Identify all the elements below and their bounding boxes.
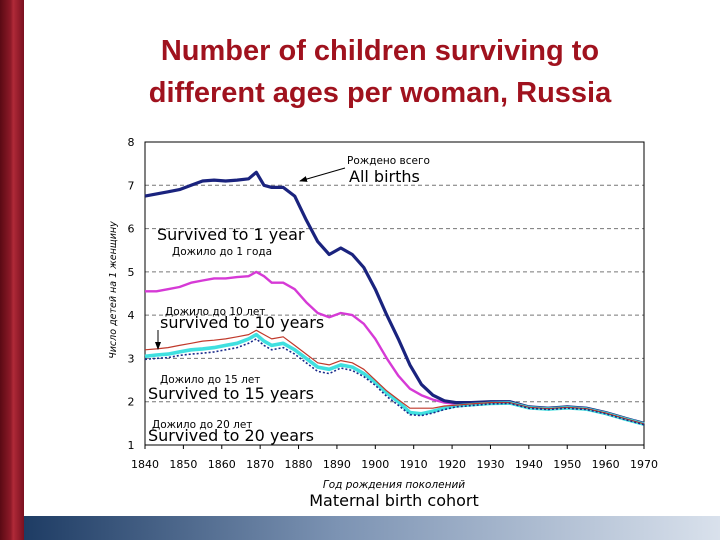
y-tick-label: 2: [128, 396, 135, 409]
series-survived-20-line: [144, 338, 645, 426]
x-tick-label: 1950: [553, 458, 581, 471]
annotation-survived-1-en: Survived to 1 year: [157, 225, 305, 244]
x-tick-label: 1870: [246, 458, 274, 471]
x-tick-label: 1910: [400, 458, 428, 471]
annotation-survived-10-ru: Дожило до 10 лет: [165, 306, 265, 318]
slide-title-line-1: Number of children surviving to: [160, 35, 600, 67]
x-tick-label: 1840: [131, 458, 159, 471]
x-axis-label-en: Maternal birth cohort: [309, 491, 479, 510]
x-tick-label: 1890: [323, 458, 351, 471]
x-tick-label: 1900: [361, 458, 389, 471]
y-tick-label: 3: [128, 352, 135, 365]
y-tick-label: 8: [128, 136, 135, 149]
x-axis-label-ru: Год рождения поколений: [323, 479, 465, 491]
x-tick-label: 1930: [476, 458, 504, 471]
annotation-all-births-en: All births: [349, 167, 420, 186]
grid: [145, 184, 644, 403]
y-tick-label: 7: [128, 179, 135, 192]
annotation-all-births-ru: Рождено всего: [347, 155, 430, 167]
annotation-survived-1-ru: Дожило до 1 года: [172, 246, 272, 258]
slide-title-line-2: different ages per woman, Russia: [148, 77, 612, 109]
bottom-decorative-bar: [24, 516, 720, 540]
x-tick-label: 1860: [208, 458, 236, 471]
x-tick-label: 1850: [169, 458, 197, 471]
x-tick-label: 1920: [438, 458, 466, 471]
x-tick-label: 1880: [285, 458, 313, 471]
annotation-survived-20-ru: Дожило до 20 лет: [152, 419, 252, 431]
series: [144, 170, 645, 426]
annotation-survived-15-en: Survived to 15 years: [148, 384, 314, 403]
y-tick-label: 4: [128, 309, 135, 322]
plot-frame: [144, 141, 645, 446]
x-tick-label: 1940: [515, 458, 543, 471]
y-tick-label: 6: [128, 223, 135, 236]
x-tick-label: 1970: [630, 458, 658, 471]
annotation-all-births-arrow: [299, 167, 346, 182]
y-axis-label: Число детей на 1 женщину: [108, 221, 119, 359]
y-tick-label: 1: [128, 439, 135, 452]
slide-title: Number of children surviving to differen…: [40, 30, 720, 114]
series-survived-10-line: [144, 329, 645, 425]
y-tick-label: 5: [128, 266, 135, 279]
x-tick-label: 1960: [592, 458, 620, 471]
annotation-survived-15-ru: Дожило до 15 лет: [160, 374, 260, 386]
annotation-survived-20-en: Survived to 20 years: [148, 426, 314, 445]
left-decorative-bar: [0, 0, 24, 540]
axis-ticks: 1 2 3 4 5 6 7 8 1840 1850 1860 1870 1880 1890 1900 1910…: [128, 136, 659, 471]
annotation-survived-10-en: survived to 10 years: [160, 313, 324, 332]
